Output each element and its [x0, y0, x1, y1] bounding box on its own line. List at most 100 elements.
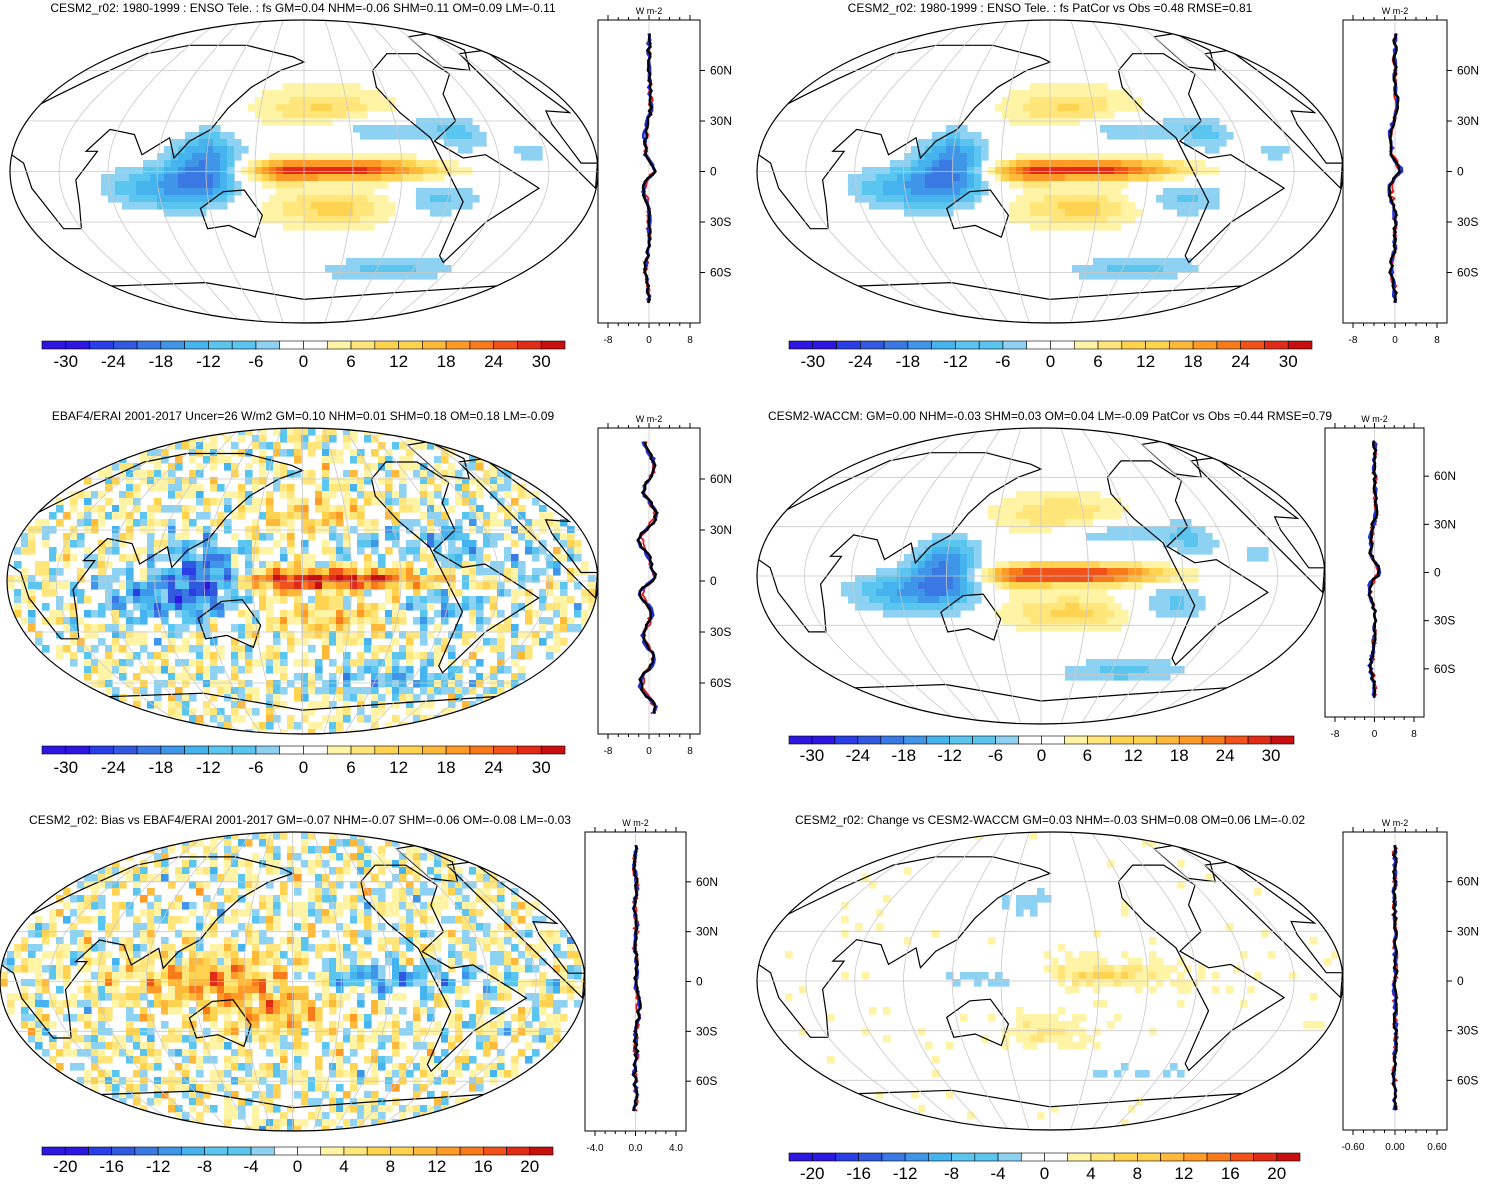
panel-title: CESM2_r02: Bias vs EBAF4/ERAI 2001-2017 …: [29, 813, 571, 827]
colorbar-tick-label: 0: [299, 758, 308, 777]
panel-title: EBAF4/ERAI 2001-2017 Uncer=26 W/m2 GM=0.…: [52, 409, 555, 423]
graticule: [7, 428, 598, 734]
colorbar-tick-label: -18: [149, 352, 174, 371]
zonal-xtick: -8: [1331, 729, 1340, 740]
zonal-xtick: 4.0: [669, 1143, 683, 1154]
colorbar-tick-label: -30: [53, 758, 78, 777]
zonal-xtick: 8: [687, 746, 693, 757]
panel-4: CESM2-WACCM: GM=0.00 NHM=-0.03 SHM=0.03 …: [756, 409, 1456, 765]
zonal-line-model: [641, 33, 657, 304]
colorbar-tick-label: 12: [1174, 1164, 1193, 1183]
colorbar-tick-label: -24: [101, 758, 126, 777]
lat-tick-label: 30S: [710, 215, 731, 229]
lat-tick-label: 30S: [1457, 1024, 1478, 1038]
lat-tick-label: 0: [710, 165, 717, 179]
colorbar-tick-label: 4: [339, 1157, 348, 1176]
colorbar-tick-label: 0: [299, 352, 308, 371]
units-label: W m-2: [622, 818, 649, 828]
map-field: [0, 832, 585, 1131]
graticule: [757, 20, 1343, 323]
lat-tick-label: 60N: [1457, 875, 1479, 889]
colorbar-tick-label: -12: [196, 758, 221, 777]
zonal-mean-plot: W m-2 -8 0 8 60N 30N 0 30S 60S: [597, 6, 732, 346]
panel-title: CESM2-WACCM: GM=0.00 NHM=-0.03 SHM=0.03 …: [768, 409, 1332, 423]
colorbar: -30 -24 -18 -12 -6 0 6 12 18 24 30: [41, 340, 566, 371]
zonal-xtick: 0.0: [629, 1143, 643, 1154]
colorbar-tick-label: -12: [937, 746, 962, 765]
colorbar: -30 -24 -18 -12 -6 0 6 12 18 24 30: [788, 735, 1295, 765]
colorbar-tick-label: 30: [1279, 352, 1298, 371]
graticule: [757, 832, 1343, 1130]
colorbar-tick-label: -18: [891, 746, 916, 765]
colorbar-tick-label: 24: [1216, 746, 1235, 765]
lat-tick-label: 60S: [710, 266, 731, 280]
lat-tick-label: 0: [696, 975, 703, 989]
colorbar-tick-label: -12: [146, 1157, 171, 1176]
graticule: [757, 428, 1325, 724]
zonal-mean-plot: W m-2 -8 0 8 60N 30N 0 30S 60S: [1324, 414, 1456, 740]
lat-tick-label: 30N: [710, 523, 732, 537]
lat-tick-label: 60S: [710, 676, 731, 690]
zonal-xtick: 0: [1392, 335, 1398, 346]
colorbar-tick-label: -24: [848, 352, 873, 371]
lat-tick-label: 30S: [1434, 614, 1455, 628]
lat-tick-label: 60N: [1434, 469, 1456, 483]
colorbar-tick-label: 18: [437, 352, 456, 371]
colorbar-tick-label: 12: [389, 352, 408, 371]
lat-tick-label: 0: [1457, 165, 1464, 179]
colorbar-tick-label: -24: [846, 746, 871, 765]
zonal-xtick: 0: [1372, 729, 1378, 740]
colorbar-tick-label: 30: [1262, 746, 1281, 765]
zonal-xtick: 8: [1411, 729, 1417, 740]
colorbar-tick-label: 20: [1267, 1164, 1286, 1183]
zonal-xtick: -0.60: [1342, 1142, 1365, 1153]
panel-6: CESM2_r02: Change vs CESM2-WACCM GM=0.03…: [756, 813, 1479, 1183]
panel-5: CESM2_r02: Bias vs EBAF4/ERAI 2001-2017 …: [0, 813, 718, 1176]
colorbar: -20 -16 -12 -8 -4 0 4 8 12 16 20: [41, 1146, 554, 1176]
colorbar-tick-label: 8: [1133, 1164, 1142, 1183]
colorbar-tick-label: -6: [248, 758, 263, 777]
colorbar-tick-label: 0: [1046, 352, 1055, 371]
colorbar-tick-label: 18: [437, 758, 456, 777]
zonal-line-model: [631, 845, 642, 1112]
colorbar-tick-label: -6: [248, 352, 263, 371]
zonal-mean-plot: W m-2 -8 0 8 60N 30N 0 30S 60S: [597, 414, 732, 757]
colorbar-tick-label: 24: [484, 352, 503, 371]
zonal-xtick: -8: [1349, 335, 1358, 346]
colorbar-tick-label: 8: [386, 1157, 395, 1176]
units-label: W m-2: [636, 414, 663, 424]
zonal-xtick: 0: [646, 335, 652, 346]
lat-tick-label: 60S: [1457, 266, 1478, 280]
map-field: [101, 83, 543, 280]
graticule: [10, 20, 598, 323]
colorbar-tick-label: -20: [53, 1157, 78, 1176]
panel-3: EBAF4/ERAI 2001-2017 Uncer=26 W/m2 GM=0.…: [6, 409, 732, 777]
colorbar-tick-label: -12: [196, 352, 221, 371]
colorbar-tick-label: 0: [293, 1157, 302, 1176]
colorbar-tick-label: -24: [101, 352, 126, 371]
lat-tick-label: 30S: [696, 1024, 717, 1038]
colorbar-tick-label: 6: [346, 352, 355, 371]
panel-1: CESM2_r02: 1980-1999 : ENSO Tele. : fs G…: [9, 1, 732, 371]
lat-tick-label: 60N: [1457, 64, 1479, 78]
colorbar-tick-label: -12: [943, 352, 968, 371]
colorbar-tick-label: 30: [532, 758, 551, 777]
lat-tick-label: 0: [1457, 974, 1464, 988]
colorbar-tick-label: 6: [1093, 352, 1102, 371]
lat-tick-label: 60N: [696, 875, 718, 889]
lat-tick-label: 30N: [1434, 517, 1456, 531]
colorbar-tick-label: -8: [197, 1157, 212, 1176]
colorbar-tick-label: -6: [988, 746, 1003, 765]
colorbar-tick-label: 0: [1040, 1164, 1049, 1183]
zonal-xtick: -8: [604, 746, 613, 757]
lat-tick-label: 30N: [696, 925, 718, 939]
panel-title: CESM2_r02: 1980-1999 : ENSO Tele. : fs G…: [50, 1, 556, 15]
colorbar-tick-label: 30: [532, 352, 551, 371]
zonal-mean-plot: W m-2 -0.60 0.00 0.60 60N 30N 0 30S 60S: [1342, 818, 1479, 1153]
colorbar-tick-label: -6: [995, 352, 1010, 371]
map-field: [841, 491, 1269, 681]
colorbar-tick-label: 12: [1124, 746, 1143, 765]
colorbar: -30 -24 -18 -12 -6 0 6 12 18 24 30: [41, 745, 566, 777]
units-label: W m-2: [636, 6, 663, 16]
